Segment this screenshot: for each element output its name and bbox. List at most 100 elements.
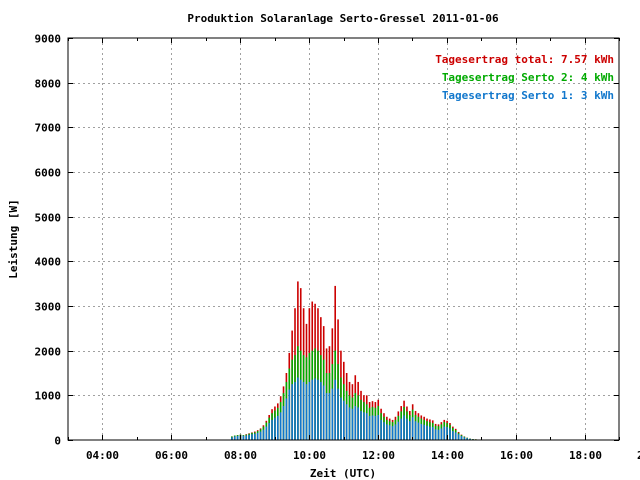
bar-serto1	[409, 421, 411, 440]
bar-serto1	[417, 422, 420, 440]
x-tick-label: 12:00	[362, 449, 395, 462]
x-tick-label: 10:00	[293, 449, 326, 462]
bar-serto1	[365, 413, 368, 440]
y-axis-label: Leistung [W]	[7, 199, 20, 278]
bar-serto1	[345, 404, 348, 440]
grid	[68, 38, 619, 440]
x-tick-label: 18:00	[569, 449, 602, 462]
bar-serto1	[285, 398, 288, 440]
legend: Tagesertrag total: 7.57 kWh Tagesertrag S…	[435, 53, 614, 102]
bar-serto1	[320, 381, 322, 440]
chart-title: Produktion Solaranlage Serto-Gressel 201…	[187, 12, 499, 25]
bar-serto1	[463, 437, 466, 440]
x-tick-label: 08:00	[224, 449, 257, 462]
bar-serto1	[265, 426, 268, 440]
bar-serto1	[423, 424, 425, 440]
bar-serto1	[282, 406, 285, 440]
y-tick-label: 2000	[35, 346, 62, 359]
bar-serto1	[380, 419, 382, 440]
bar-serto1	[440, 428, 443, 440]
x-tick-label: 06:00	[155, 449, 188, 462]
bar-serto1	[322, 385, 325, 440]
bar-serto1	[394, 424, 397, 440]
bar-serto1	[406, 418, 408, 440]
bar-serto1	[254, 433, 256, 440]
bar-serto1	[446, 427, 448, 440]
bar-serto1	[363, 412, 365, 440]
bar-serto1	[274, 417, 276, 440]
bar-serto1	[469, 438, 471, 440]
x-tick-label: 16:00	[500, 449, 533, 462]
bar-serto1	[308, 381, 311, 440]
bar-serto1	[391, 426, 394, 440]
y-tick-label: 1000	[35, 390, 62, 403]
bar-serto1	[251, 434, 253, 440]
bar-serto1	[302, 381, 305, 440]
x-tick-label: 04:00	[86, 449, 119, 462]
bar-serto1	[297, 377, 299, 440]
bar-serto1	[386, 424, 388, 440]
bar-serto1	[279, 412, 282, 440]
bar-serto1	[299, 379, 302, 440]
bar-serto1	[242, 435, 245, 440]
bar-serto1	[337, 388, 339, 440]
x-tick-label: 20:00	[637, 449, 640, 462]
x-axis-label: Zeit (UTC)	[310, 467, 376, 480]
bar-serto1	[317, 379, 319, 440]
bar-serto1	[411, 417, 414, 440]
bar-serto1	[259, 431, 262, 440]
bar-serto1	[231, 437, 233, 440]
bar-serto1	[449, 428, 451, 440]
bar-serto1	[351, 408, 354, 440]
y-tick-label: 4000	[35, 256, 62, 269]
bar-serto1	[331, 388, 334, 440]
bar-serto1	[400, 418, 402, 440]
bar-serto1	[420, 423, 423, 440]
bar-serto1	[233, 436, 236, 440]
bar-serto1	[328, 393, 331, 440]
y-tick-label: 0	[54, 435, 61, 448]
y-tick-label: 6000	[35, 167, 62, 180]
bar-serto1	[397, 421, 400, 440]
y-tick-label: 9000	[35, 33, 62, 46]
bar-serto1	[245, 435, 248, 440]
bar-serto1	[343, 400, 345, 440]
ticks: 0 1000 2000 3000 4000 5000 6000 7000 8000 9000 04:…	[35, 33, 640, 463]
bar-serto1	[268, 423, 270, 440]
bar-serto1	[466, 438, 469, 440]
bar-serto1	[354, 406, 357, 440]
bar-serto1	[460, 435, 463, 440]
legend-entry: Tagesertrag total: 7.57 kWh	[435, 53, 614, 66]
bar-serto1	[431, 427, 434, 440]
bar-serto1	[271, 419, 273, 440]
bars	[231, 281, 486, 440]
bar-serto1	[305, 384, 308, 440]
legend-entry: Tagesertrag Serto 2: 4 kWh	[442, 71, 614, 84]
bar-serto1	[388, 425, 391, 440]
plot-frame	[67, 37, 620, 441]
bar-serto1	[414, 421, 417, 440]
y-tick-label: 5000	[35, 212, 62, 225]
bar-serto1	[454, 432, 457, 440]
legend-entry: Tagesertrag Serto 1: 3 kWh	[442, 89, 614, 102]
bar-serto1	[443, 426, 446, 440]
bar-serto1	[368, 415, 371, 440]
bar-serto1	[236, 435, 239, 440]
bar-serto1	[314, 378, 316, 440]
bar-serto1	[377, 414, 380, 440]
bar-serto1	[360, 410, 362, 440]
y-tick-label: 3000	[35, 301, 62, 314]
bar-serto1	[276, 415, 279, 440]
bar-serto1	[426, 425, 428, 440]
bar-serto1	[374, 415, 377, 440]
bar-serto1	[334, 379, 336, 440]
bar-serto1	[248, 434, 250, 440]
bar-serto1	[348, 407, 351, 440]
bar-serto1	[294, 381, 296, 440]
bar-serto1	[325, 393, 328, 440]
bar-serto1	[288, 389, 291, 440]
bar-serto1	[434, 429, 437, 440]
bar-serto1	[429, 426, 431, 440]
bar-serto1	[256, 432, 259, 440]
